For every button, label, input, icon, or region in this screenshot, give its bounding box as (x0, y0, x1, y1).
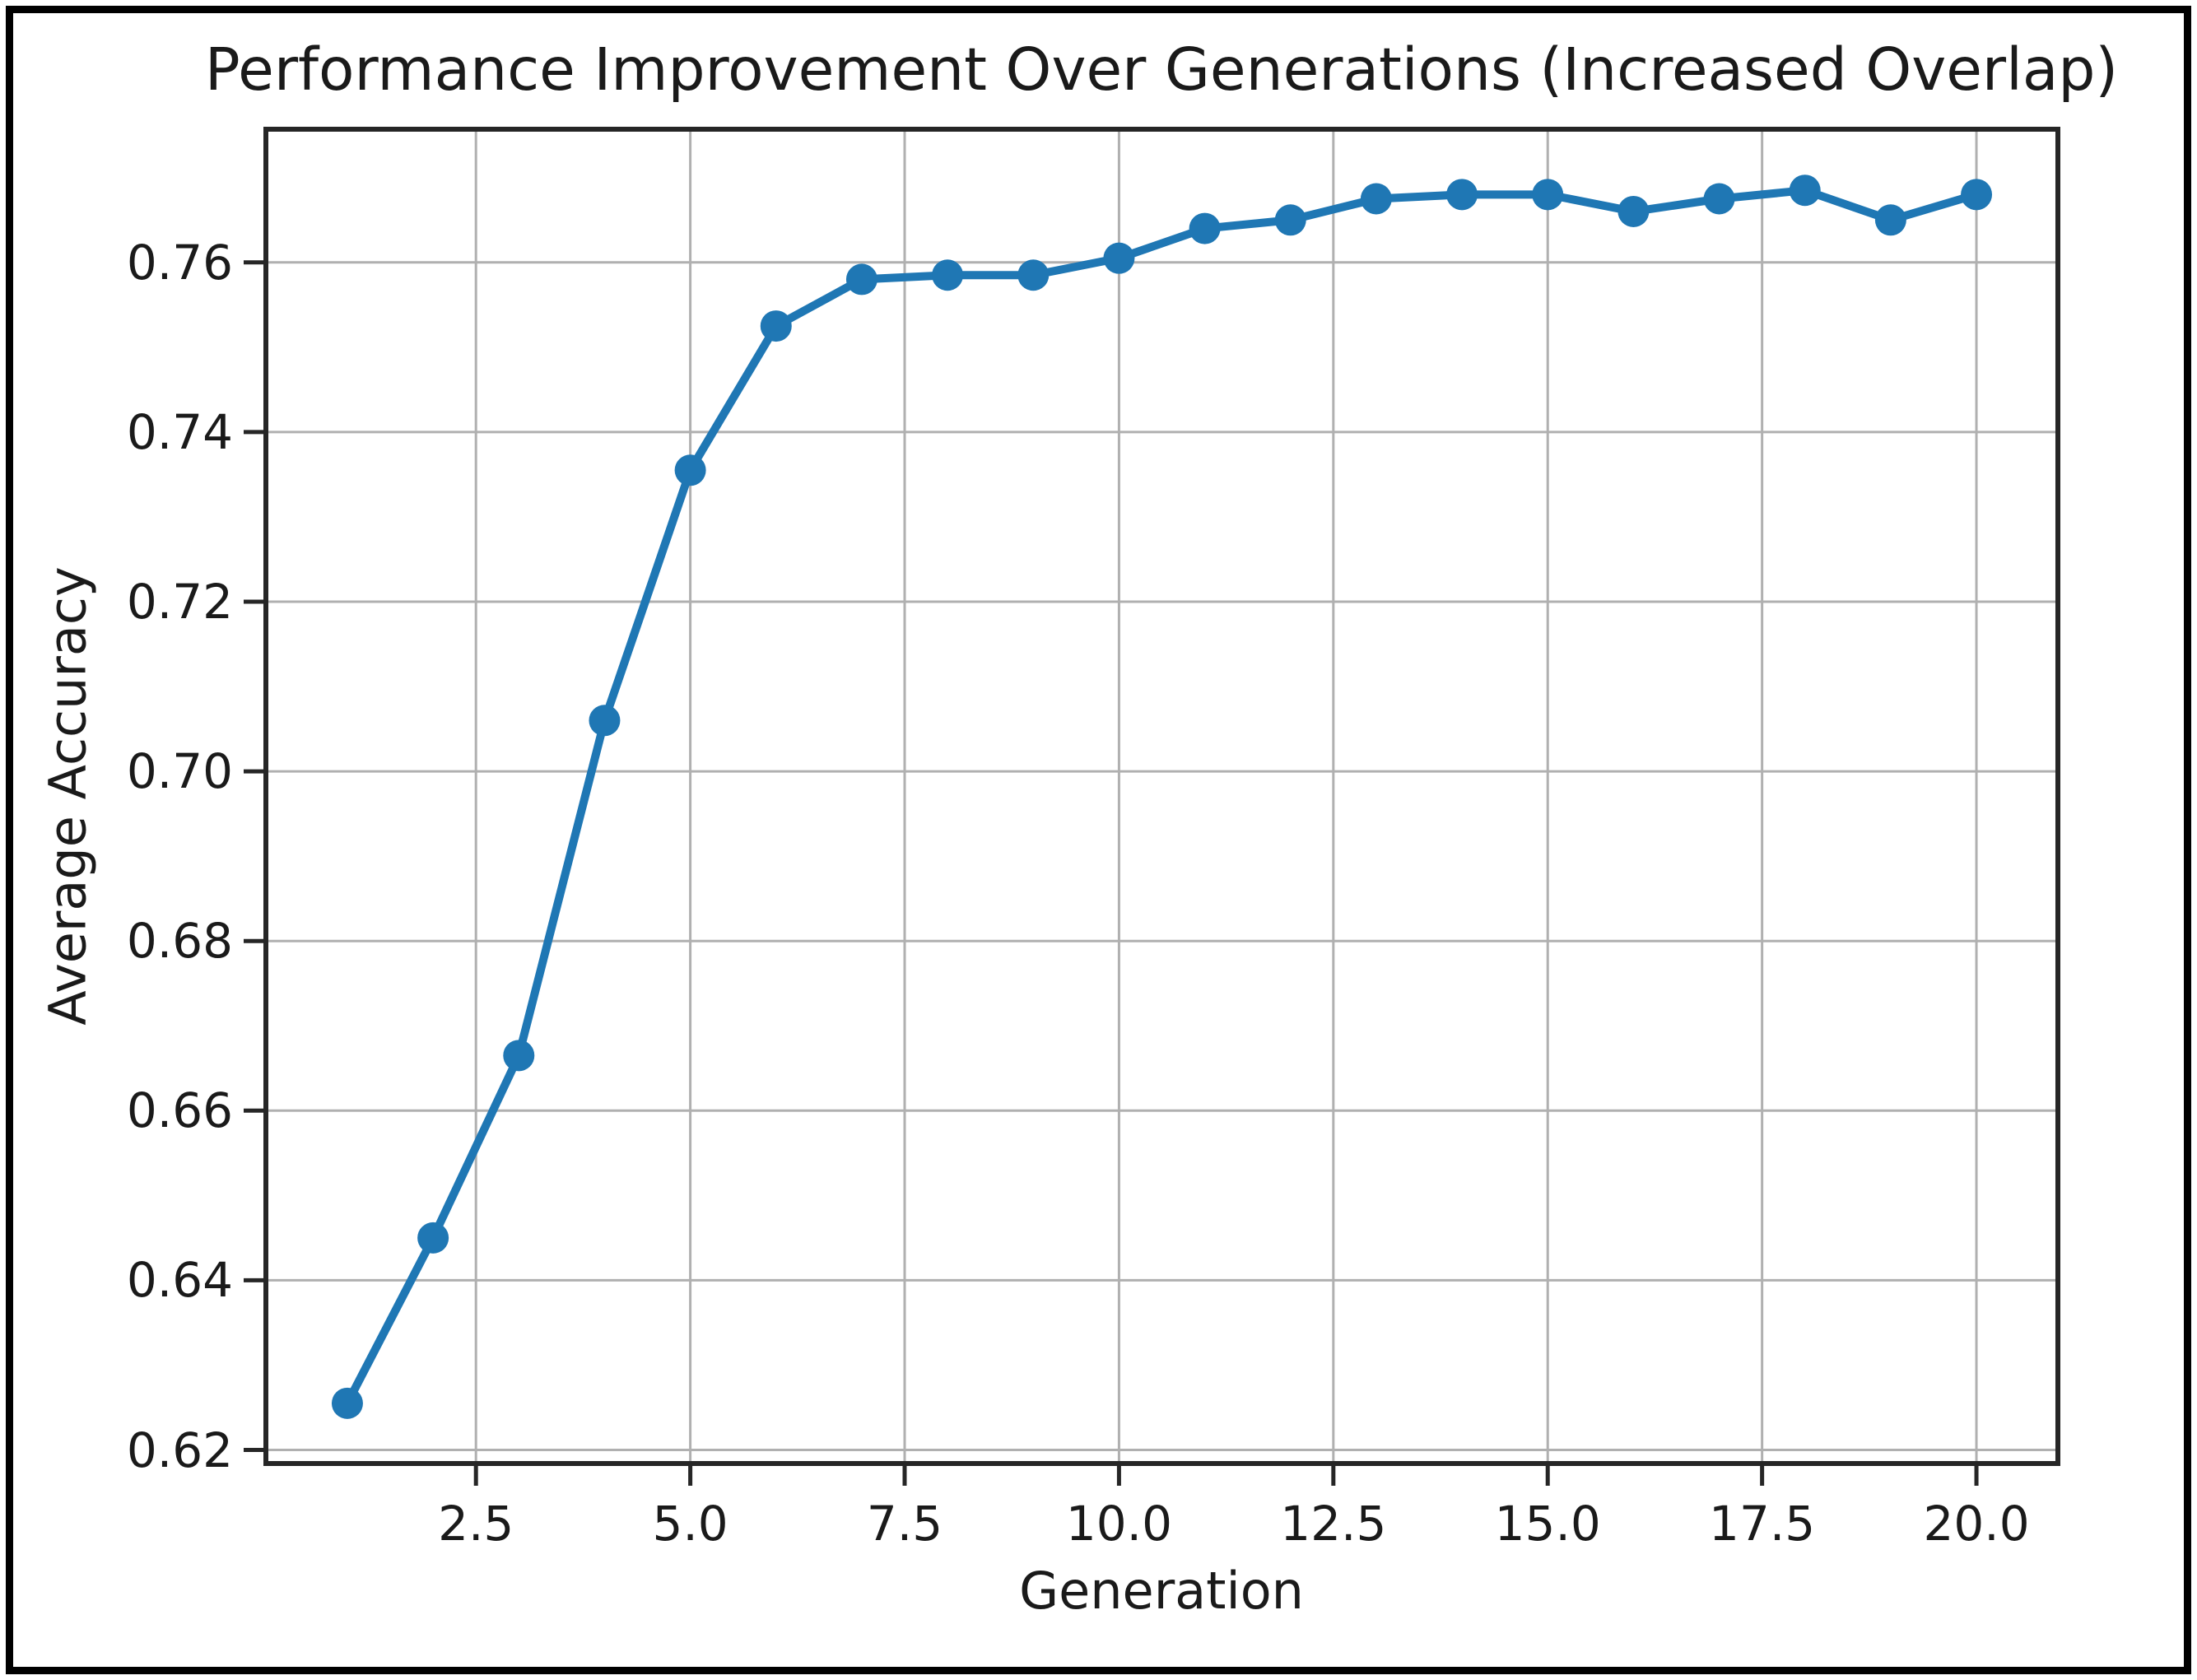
x-tick-label: 17.5 (1709, 1496, 1816, 1552)
data-point-marker (331, 1387, 363, 1419)
data-point-marker (417, 1222, 449, 1254)
y-tick-label: 0.68 (126, 913, 233, 970)
x-tick-label: 10.0 (1065, 1496, 1172, 1552)
x-tick-label: 2.5 (438, 1496, 514, 1552)
plot-border (263, 127, 2060, 1466)
y-tick-label: 0.70 (126, 743, 233, 800)
data-point-marker (1874, 204, 1906, 236)
x-tick-label: 5.0 (652, 1496, 728, 1552)
data-point-marker (1017, 259, 1050, 291)
data-point-marker (1360, 183, 1392, 215)
x-tick-label: 15.0 (1494, 1496, 1601, 1552)
y-tick-label: 0.62 (126, 1422, 233, 1478)
y-tick-label: 0.74 (126, 403, 233, 460)
data-point-marker (1961, 179, 1993, 211)
data-point-marker (1703, 183, 1735, 215)
data-point-marker (1274, 204, 1306, 236)
y-tick-label: 0.76 (126, 234, 233, 291)
data-point-marker (503, 1040, 535, 1072)
data-point-marker (1103, 242, 1135, 274)
data-point-marker (760, 310, 792, 342)
data-point-marker (674, 454, 706, 486)
y-axis-label: Average Accuracy (37, 566, 98, 1026)
data-point-marker (1189, 212, 1221, 244)
x-axis-label: Generation (1019, 1561, 1304, 1621)
x-tick-label: 20.0 (1923, 1496, 2030, 1552)
data-point-marker (1617, 195, 1650, 227)
accuracy-line (343, 186, 1978, 1406)
x-tick-label: 12.5 (1280, 1496, 1387, 1552)
x-tick-label: 7.5 (866, 1496, 943, 1552)
y-tick-label: 0.64 (126, 1252, 233, 1309)
data-point-marker (1789, 175, 1821, 207)
y-tick-label: 0.72 (126, 573, 233, 630)
data-point-marker (1532, 179, 1564, 211)
data-point-marker (589, 705, 621, 737)
data-point-marker (1446, 179, 1478, 211)
plot-area (244, 127, 2060, 1486)
data-point-marker (845, 263, 877, 296)
chart-title: Performance Improvement Over Generations… (204, 35, 2119, 104)
y-tick-label: 0.66 (126, 1082, 233, 1139)
data-point-marker (932, 259, 964, 291)
